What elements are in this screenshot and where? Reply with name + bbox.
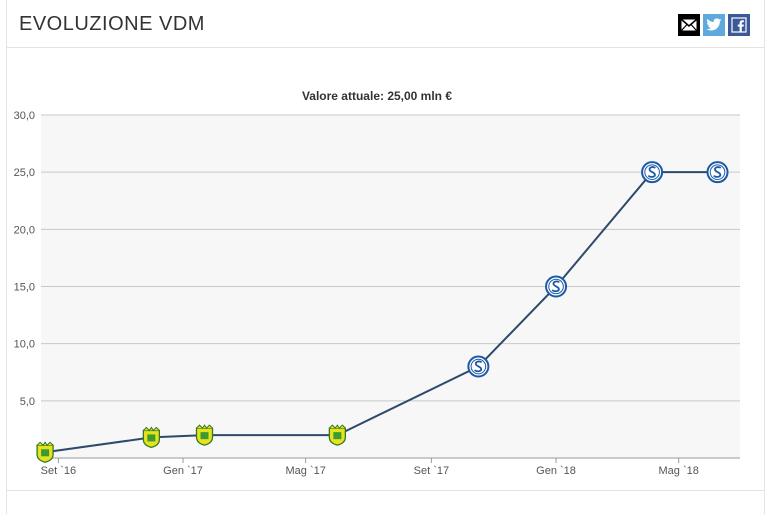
schalke-crest-letter	[551, 280, 560, 293]
twitter-icon	[706, 18, 722, 31]
schalke-crest-letter	[474, 360, 483, 373]
schalke-crest-inner-ring	[644, 164, 660, 180]
y-tick-label: 10,0	[14, 339, 35, 351]
x-tick-label: Set `16	[41, 465, 76, 477]
nantes-crest-marker[interactable]	[195, 424, 214, 446]
nantes-crest-crown	[196, 424, 213, 429]
panel-header: EVOLUZIONE VDM	[7, 0, 764, 48]
panel-footer-divider	[7, 490, 764, 491]
facebook-share-button[interactable]	[728, 14, 750, 36]
mail-icon	[681, 19, 697, 31]
nantes-crest-center	[41, 449, 50, 457]
x-tick-label: Mag `18	[659, 465, 699, 477]
y-tick-label: 25,0	[14, 167, 35, 179]
schalke-crest-inner-ring	[548, 278, 564, 295]
y-tick-label: 15,0	[14, 282, 35, 294]
nantes-crest-center	[200, 432, 209, 440]
nantes-crest-center	[333, 432, 342, 440]
mail-share-button[interactable]	[678, 14, 700, 36]
schalke-crest-marker[interactable]	[545, 275, 568, 298]
market-value-panel: EVOLUZIONE VDM Valore attuale: 25,00 mln…	[6, 0, 765, 514]
schalke-crest-marker[interactable]	[706, 161, 729, 184]
x-tick-label: Mag `17	[286, 465, 326, 477]
nantes-crest-center	[147, 434, 156, 442]
x-tick-label: Set `17	[414, 465, 449, 477]
x-tick-label: Gen `18	[536, 465, 576, 477]
nantes-crest-crown	[143, 426, 160, 432]
x-tick-label: Gen `17	[163, 465, 203, 477]
chart-svg: Valore attuale: 25,00 mln € 5,0 10,0 15,0 2…	[14, 89, 740, 477]
nantes-crest-marker[interactable]	[142, 426, 161, 449]
facebook-icon	[731, 17, 747, 33]
y-tick-label: 30,0	[14, 110, 35, 122]
schalke-crest-inner-ring	[709, 164, 726, 180]
y-tick-label: 5,0	[20, 396, 35, 408]
chart-title: Valore attuale: 25,00 mln €	[302, 89, 452, 103]
nantes-crest-marker[interactable]	[36, 441, 54, 463]
panel-title: EVOLUZIONE VDM	[19, 13, 205, 35]
schalke-crest-marker[interactable]	[641, 161, 664, 184]
nantes-crest-crown	[329, 424, 346, 429]
schalke-crest-marker[interactable]	[467, 355, 490, 378]
schalke-crest-inner-ring	[470, 358, 487, 375]
market-value-chart: Valore attuale: 25,00 mln € 5,0 10,0 15,0 2…	[7, 48, 766, 492]
market-value-line	[44, 171, 718, 454]
y-tick-label: 20,0	[14, 224, 35, 236]
nantes-crest-crown	[36, 441, 54, 447]
nantes-crest-marker[interactable]	[328, 424, 347, 446]
schalke-crest-letter	[648, 166, 656, 178]
schalke-crest-letter	[713, 166, 722, 178]
twitter-share-button[interactable]	[703, 14, 725, 36]
